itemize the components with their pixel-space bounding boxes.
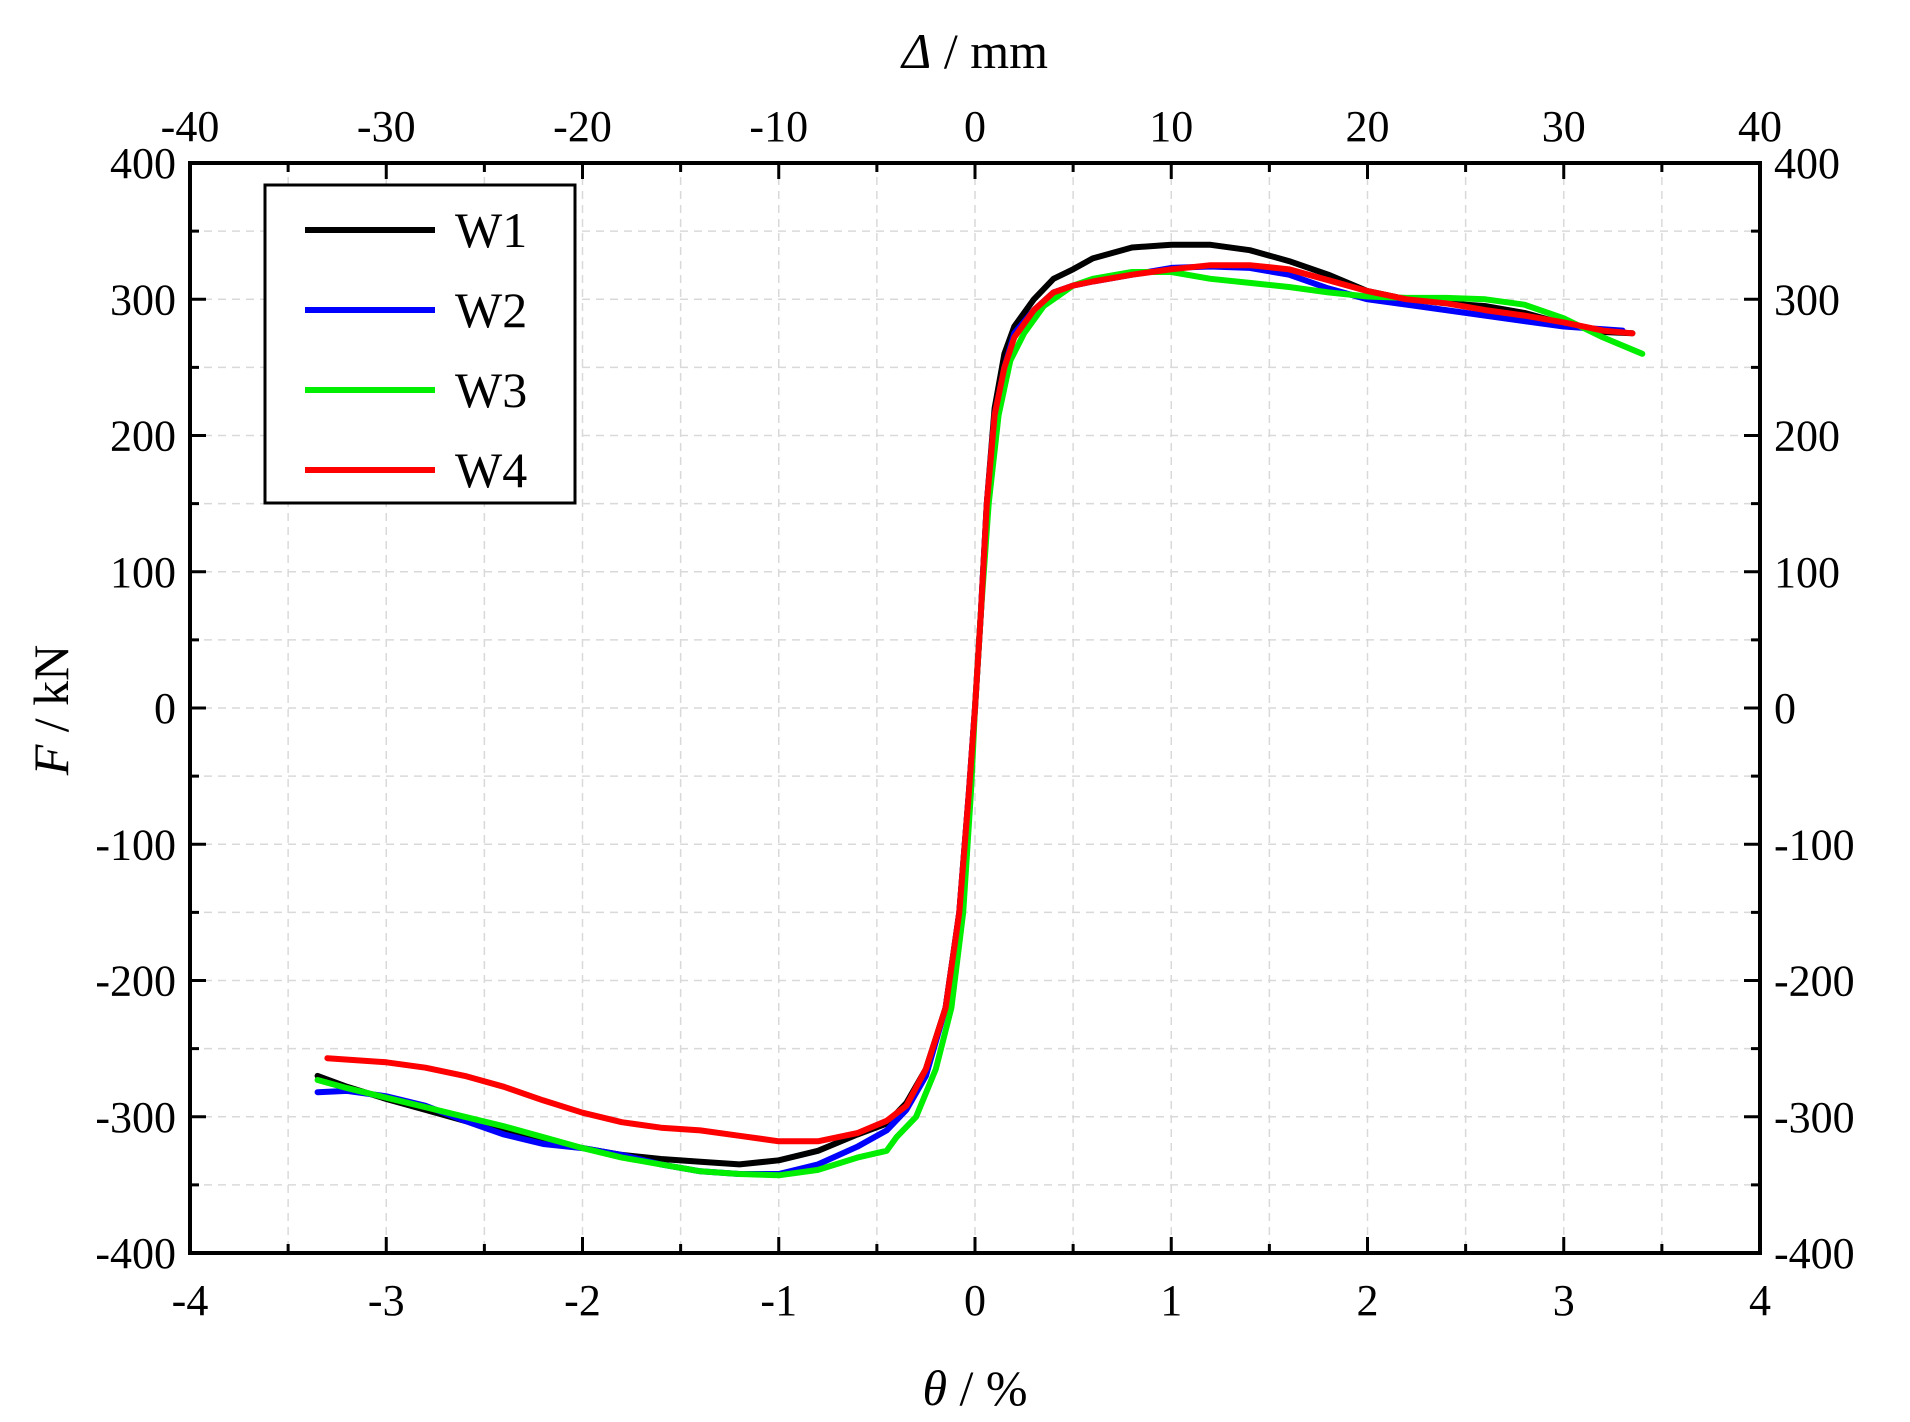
tick-labels: -4 -3 -2 -1 0 1 2 3 4-40 -30 -20 -10 0 10 20 30 40-400-3… [95, 102, 1854, 1325]
y-tick-label: 200 [110, 412, 176, 461]
y2-tick-label: 400 [1774, 139, 1840, 188]
x2-tick-label: -10 [749, 102, 808, 151]
x-tick-label: -2 [564, 1276, 601, 1325]
x2-tick-label: 20 [1346, 102, 1390, 151]
y2-tick-label: -400 [1774, 1229, 1855, 1278]
x-tick-label: 3 [1553, 1276, 1575, 1325]
legend-label-w4: W4 [455, 442, 527, 498]
x2-tick-label: 30 [1542, 102, 1586, 151]
legend-label-w2: W2 [455, 282, 527, 338]
x2-tick-label: -40 [161, 102, 220, 151]
y2-tick-label: 300 [1774, 275, 1840, 324]
legend-box [263, 183, 577, 505]
y-tick-label: 0 [154, 684, 176, 733]
x2-tick-label: -30 [357, 102, 416, 151]
x-tick-label: 4 [1749, 1276, 1771, 1325]
series-line-w4 [324, 262, 1636, 1145]
x-tick-label: -3 [368, 1276, 405, 1325]
legend: W1 W2 W3 W4 [263, 183, 577, 505]
y-tick-label: 400 [110, 139, 176, 188]
y2-tick-label: 200 [1774, 412, 1840, 461]
y2-tick-label: 0 [1774, 684, 1796, 733]
legend-label-w3: W3 [455, 362, 527, 418]
x-tick-label: -1 [760, 1276, 797, 1325]
x2-tick-label: 0 [964, 102, 986, 151]
x-axis-title: θ / % [922, 1360, 1027, 1416]
x2-tick-label: -20 [553, 102, 612, 151]
series-lines [314, 241, 1646, 1179]
y-tick-label: 100 [110, 548, 176, 597]
x2-axis-title: Δ / mm [900, 23, 1048, 79]
grid [190, 163, 1760, 1253]
x-tick-label: 0 [964, 1276, 986, 1325]
x-tick-label: 2 [1357, 1276, 1379, 1325]
x2-tick-label: 10 [1149, 102, 1193, 151]
legend-label-w1: W1 [455, 202, 527, 258]
y2-tick-label: -100 [1774, 820, 1855, 869]
y-tick-label: -200 [95, 957, 176, 1006]
y-tick-label: -300 [95, 1093, 176, 1142]
y-axis-title: F / kN [23, 645, 79, 777]
y-tick-label: -400 [95, 1229, 176, 1278]
axis-ticks [188, 161, 1762, 1255]
y2-tick-label: 100 [1774, 548, 1840, 597]
y2-tick-label: -300 [1774, 1093, 1855, 1142]
x-tick-label: 1 [1160, 1276, 1182, 1325]
y-tick-label: 300 [110, 275, 176, 324]
x2-tick-label: 40 [1738, 102, 1782, 151]
x-tick-label: -4 [172, 1276, 209, 1325]
y2-tick-label: -200 [1774, 957, 1855, 1006]
y-tick-label: -100 [95, 820, 176, 869]
